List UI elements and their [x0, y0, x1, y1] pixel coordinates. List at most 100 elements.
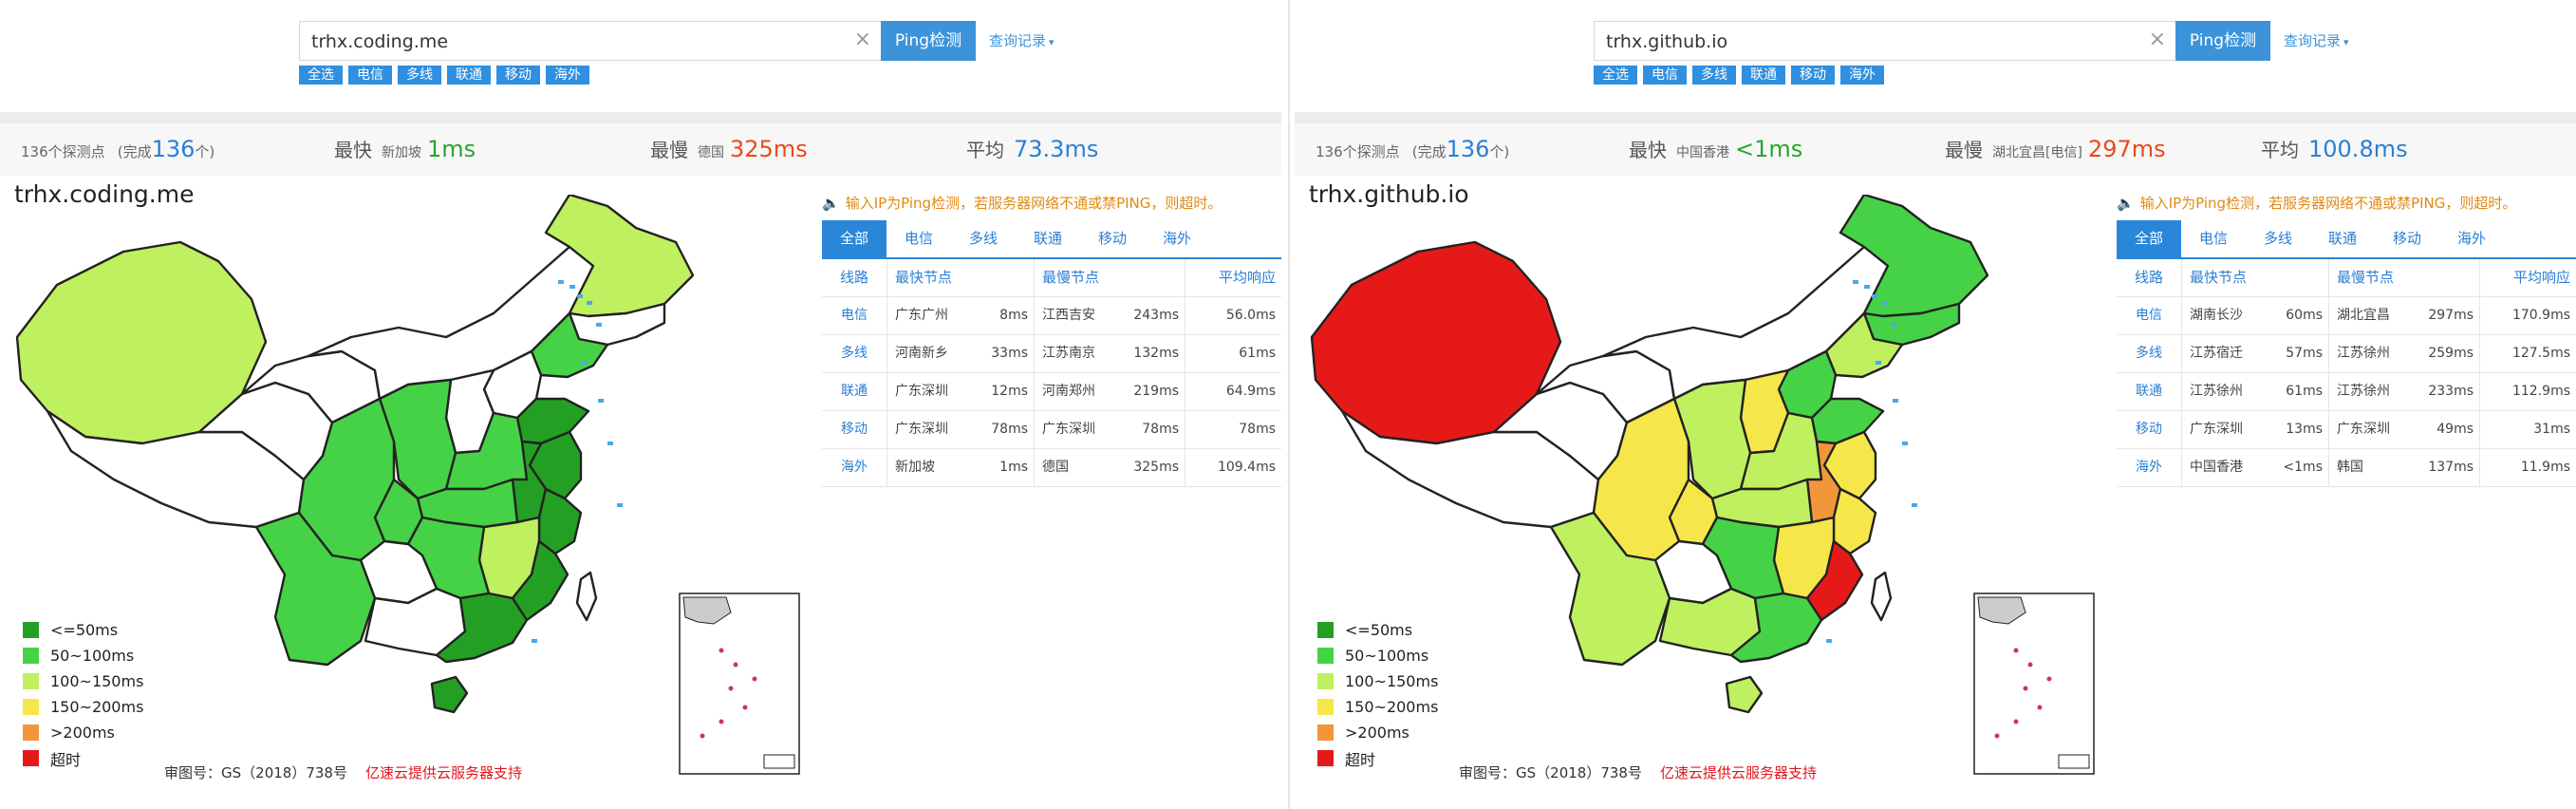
legend-swatch — [23, 622, 39, 638]
row-avg: 112.9ms — [2511, 384, 2570, 399]
region-guangdong[interactable] — [1729, 592, 1823, 664]
query-history-link[interactable]: 查询记录 ▾ — [989, 21, 1055, 61]
tab-unicom[interactable]: 联通 — [1033, 230, 1062, 247]
fastest-value: 1ms — [427, 136, 476, 162]
filter-mobile[interactable]: 移动 — [496, 66, 540, 85]
filter-unicom[interactable]: 联通 — [1742, 66, 1785, 85]
tab-multiline[interactable]: 多线 — [968, 230, 998, 247]
legend-swatch — [1317, 699, 1334, 715]
region-fujian[interactable] — [1805, 539, 1864, 622]
inset-island — [2013, 648, 2019, 653]
region-fujian[interactable] — [511, 539, 569, 622]
probe-count: 136个探测点 (完成136个) — [1316, 123, 1509, 176]
row-fast-ms: 12ms — [973, 373, 1035, 410]
completed-suffix: 个) — [1489, 143, 1510, 160]
slowest-node: 湖北宜昌[电信] — [1992, 145, 2082, 160]
filter-overseas[interactable]: 海外 — [1840, 66, 1884, 85]
region-guangdong[interactable] — [435, 592, 529, 664]
region-liaoning[interactable] — [1824, 311, 1904, 379]
table-row[interactable]: 联通 江苏徐州 61ms 江苏徐州 233ms 112.9ms — [2117, 373, 2576, 411]
row-fast-node: 新加坡 — [895, 460, 935, 475]
search-input[interactable] — [1604, 22, 2139, 62]
islands — [1826, 280, 1917, 643]
legend-label: 150~200ms — [1345, 698, 1439, 716]
filter-multiline[interactable]: 多线 — [398, 66, 441, 85]
row-slow-node: 韩国 — [2337, 460, 2363, 475]
average-value: 73.3ms — [1014, 136, 1099, 162]
tab-mobile[interactable]: 移动 — [1097, 230, 1127, 247]
region-zhejiang[interactable] — [537, 487, 583, 555]
legend-label: 50~100ms — [50, 647, 135, 665]
region-taiwan[interactable] — [575, 571, 598, 622]
region-yunnan[interactable] — [254, 511, 377, 667]
region-taiwan[interactable] — [1870, 571, 1893, 622]
row-avg: 11.9ms — [2520, 460, 2570, 475]
filter-all[interactable]: 全选 — [1594, 66, 1637, 85]
table-row[interactable]: 移动 广东深圳 78ms 广东深圳 78ms 78ms — [822, 411, 1281, 449]
island-marker — [1902, 442, 1908, 445]
tab-telecom[interactable]: 电信 — [2198, 230, 2228, 247]
filter-mobile[interactable]: 移动 — [1791, 66, 1835, 85]
region-hainan[interactable] — [1725, 675, 1764, 714]
query-history-link[interactable]: 查询记录 ▾ — [2284, 21, 2349, 61]
region-liaoning[interactable] — [530, 311, 609, 379]
inset-island — [700, 733, 705, 739]
island-marker — [607, 442, 613, 445]
tab-unicom[interactable]: 联通 — [2327, 230, 2357, 247]
region-hainan[interactable] — [430, 675, 469, 714]
table-row[interactable]: 多线 河南新乡 33ms 江苏南京 132ms 61ms — [822, 335, 1281, 373]
tab-all[interactable]: 全部 — [822, 220, 887, 257]
table-row[interactable]: 多线 江苏宿迁 57ms 江苏徐州 259ms 127.5ms — [2117, 335, 2576, 373]
table-row[interactable]: 移动 广东深圳 13ms 广东深圳 49ms 31ms — [2117, 411, 2576, 449]
islands — [532, 280, 623, 643]
legend-swatch — [23, 724, 39, 741]
ping-button[interactable]: Ping检测 — [881, 21, 976, 61]
table-row[interactable]: 海外 新加坡 1ms 德国 325ms 109.4ms — [822, 449, 1281, 487]
tab-overseas[interactable]: 海外 — [2456, 230, 2486, 247]
table-row[interactable]: 海外 中国香港 <1ms 韩国 137ms 11.9ms — [2117, 449, 2576, 487]
table-row[interactable]: 电信 湖南长沙 60ms 湖北宜昌 297ms 170.9ms — [2117, 297, 2576, 335]
tab-multiline[interactable]: 多线 — [2263, 230, 2292, 247]
filter-all[interactable]: 全选 — [299, 66, 343, 85]
table-row[interactable]: 联通 广东深圳 12ms 河南郑州 219ms 64.9ms — [822, 373, 1281, 411]
row-slow-ms: 219ms — [1131, 373, 1185, 410]
tab-mobile[interactable]: 移动 — [2392, 230, 2421, 247]
sponsor-link[interactable]: 亿速云提供云服务器支持 — [365, 764, 523, 781]
filter-multiline[interactable]: 多线 — [1692, 66, 1736, 85]
row-fast-ms: 78ms — [973, 411, 1035, 448]
row-slow-ms: 243ms — [1131, 297, 1185, 334]
table-row[interactable]: 电信 广东广州 8ms 江西吉安 243ms 56.0ms — [822, 297, 1281, 335]
notice: 🔈 输入IP为Ping检测，若服务器网络不通或禁PING，则超时。 — [2117, 193, 2516, 213]
row-fast-ms: 13ms — [2268, 411, 2329, 448]
tab-telecom[interactable]: 电信 — [904, 230, 933, 247]
row-slow-ms: 49ms — [2426, 411, 2480, 448]
tab-overseas[interactable]: 海外 — [1162, 230, 1191, 247]
stats-bar: 136个探测点 (完成136个) 最快 新加坡 1ms 最慢 德国 325ms 平均 73… — [0, 112, 1281, 176]
island-marker — [596, 323, 602, 327]
header-line: 线路 — [2117, 259, 2182, 296]
filter-telecom[interactable]: 电信 — [1643, 66, 1687, 85]
legend-swatch — [23, 699, 39, 715]
row-fast-node: 广东深圳 — [895, 422, 948, 437]
search-input[interactable] — [309, 22, 845, 62]
row-fast-node: 广东深圳 — [2190, 422, 2243, 437]
legend: <=50ms 50~100ms 100~150ms 150~200ms >200… — [1317, 617, 1438, 771]
filter-unicom[interactable]: 联通 — [447, 66, 491, 85]
row-fast-node: 河南新乡 — [895, 346, 948, 361]
row-line: 电信 — [822, 297, 887, 334]
close-icon[interactable]: × — [853, 28, 871, 51]
legend-swatch — [23, 750, 39, 766]
filter-overseas[interactable]: 海外 — [546, 66, 589, 85]
sponsor-link[interactable]: 亿速云提供云服务器支持 — [1660, 764, 1818, 781]
close-icon[interactable]: × — [2148, 28, 2166, 51]
row-slow-node: 江西吉安 — [1042, 308, 1095, 323]
region-yunnan[interactable] — [1549, 511, 1671, 667]
completed-count: 136 — [1446, 136, 1490, 162]
filter-telecom[interactable]: 电信 — [348, 66, 392, 85]
tab-all[interactable]: 全部 — [2117, 220, 2181, 257]
ping-button[interactable]: Ping检测 — [2175, 21, 2270, 61]
row-slow-ms: 325ms — [1131, 449, 1185, 486]
legend-label: <=50ms — [50, 621, 119, 639]
region-zhejiang[interactable] — [1832, 487, 1877, 555]
legend-item: >200ms — [1317, 720, 1438, 745]
